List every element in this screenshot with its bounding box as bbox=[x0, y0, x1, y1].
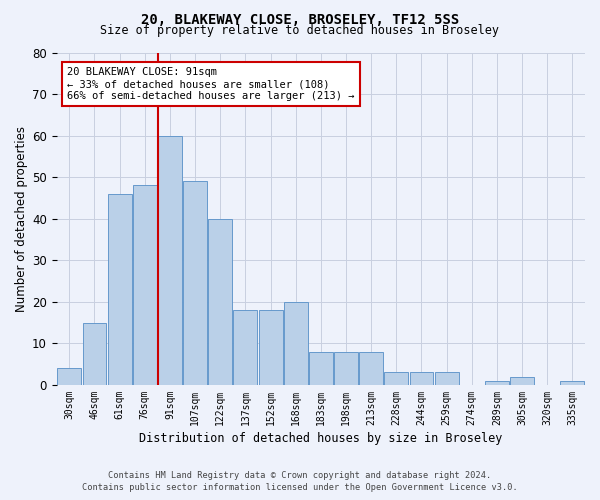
Text: 20, BLAKEWAY CLOSE, BROSELEY, TF12 5SS: 20, BLAKEWAY CLOSE, BROSELEY, TF12 5SS bbox=[141, 12, 459, 26]
Bar bbox=[233, 310, 257, 385]
Bar bbox=[259, 310, 283, 385]
Bar bbox=[83, 322, 106, 385]
Bar bbox=[359, 352, 383, 385]
Bar bbox=[385, 372, 408, 385]
Bar bbox=[133, 186, 157, 385]
Bar bbox=[560, 381, 584, 385]
Bar bbox=[435, 372, 458, 385]
Bar bbox=[183, 182, 207, 385]
Text: Size of property relative to detached houses in Broseley: Size of property relative to detached ho… bbox=[101, 24, 499, 37]
Bar bbox=[485, 381, 509, 385]
Bar bbox=[410, 372, 433, 385]
Bar bbox=[309, 352, 333, 385]
Bar bbox=[208, 218, 232, 385]
Bar bbox=[108, 194, 131, 385]
Bar bbox=[58, 368, 81, 385]
Bar bbox=[334, 352, 358, 385]
X-axis label: Distribution of detached houses by size in Broseley: Distribution of detached houses by size … bbox=[139, 432, 503, 445]
Y-axis label: Number of detached properties: Number of detached properties bbox=[15, 126, 28, 312]
Bar bbox=[158, 136, 182, 385]
Text: 20 BLAKEWAY CLOSE: 91sqm
← 33% of detached houses are smaller (108)
66% of semi-: 20 BLAKEWAY CLOSE: 91sqm ← 33% of detach… bbox=[67, 68, 355, 100]
Bar bbox=[284, 302, 308, 385]
Text: Contains HM Land Registry data © Crown copyright and database right 2024.
Contai: Contains HM Land Registry data © Crown c… bbox=[82, 471, 518, 492]
Bar bbox=[510, 376, 534, 385]
